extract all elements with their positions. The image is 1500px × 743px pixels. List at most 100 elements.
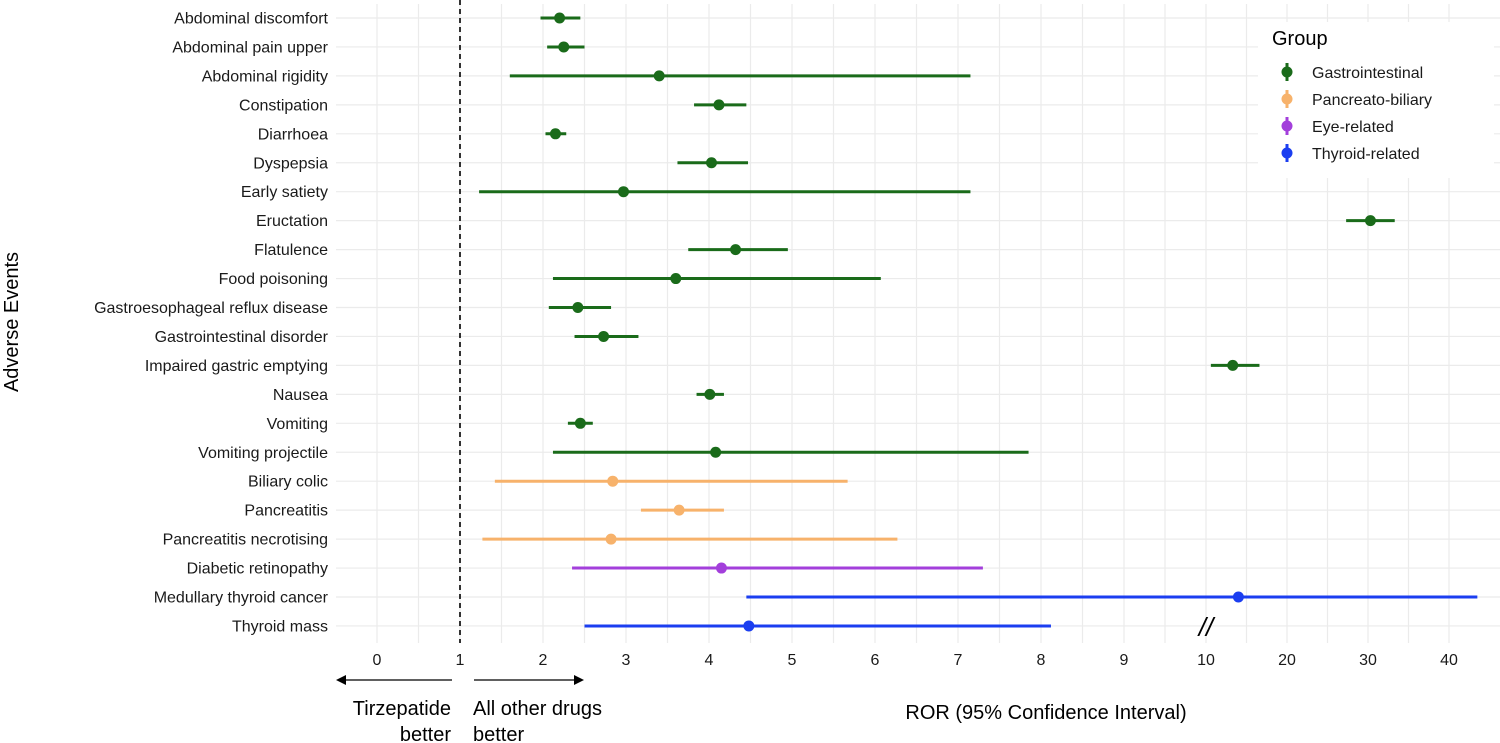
grid-lines [336, 4, 1500, 643]
ror-point [1232, 591, 1244, 603]
ror-point [653, 70, 665, 82]
ci-row [677, 157, 749, 169]
y-tick-label: Nausea [273, 387, 328, 404]
x-tick-label: 20 [1278, 652, 1296, 669]
ci-row [1210, 359, 1260, 371]
ror-point [572, 302, 584, 313]
ci-row [688, 244, 788, 256]
x-tick-label: 4 [705, 652, 714, 669]
y-tick-label: Gastroesophageal reflux disease [94, 300, 328, 317]
right-note-line2: better [473, 724, 524, 743]
x-tick-label: 8 [1037, 652, 1046, 669]
ror-point [607, 475, 619, 487]
ci-row [694, 99, 747, 111]
x-tick-label: 1 [456, 652, 465, 669]
ror-point [605, 533, 617, 545]
y-tick-labels: Abdominal discomfort Abdominal pain upper… [94, 11, 329, 636]
y-tick-label: Pancreatitis [244, 503, 328, 520]
legend-items: Gastrointestinal Pancreato-biliary Eye-rel… [1281, 63, 1432, 163]
ci-row [540, 12, 581, 24]
x-tick-label: 0 [373, 652, 382, 669]
ci-row [545, 128, 567, 140]
legend-key-point [1281, 120, 1293, 132]
legend-label: Gastrointestinal [1312, 65, 1423, 82]
left-arrow-head [336, 675, 346, 685]
ror-point [715, 562, 727, 574]
ci-row [746, 591, 1478, 603]
legend-item: Thyroid-related [1281, 144, 1420, 163]
x-tick-labels: 0 1 2 3 4 5 6 7 8 9 10 20 30 40 [373, 652, 1458, 669]
data-series [479, 12, 1478, 632]
x-axis-title: ROR (95% Confidence Interval) [905, 702, 1186, 724]
ror-point [730, 244, 742, 256]
ror-point [574, 417, 586, 429]
ror-point [558, 41, 570, 53]
y-axis-title: Adverse Events [1, 252, 23, 392]
x-tick-label: 40 [1440, 652, 1458, 669]
ci-row [547, 41, 585, 53]
ci-row [696, 388, 724, 400]
ror-point [673, 504, 685, 516]
x-tick-label: 6 [871, 652, 880, 669]
y-tick-label: Food poisoning [219, 271, 328, 288]
y-tick-label: Eructation [256, 213, 328, 230]
y-tick-label: Dyspepsia [253, 155, 328, 172]
y-tick-label: Biliary colic [248, 474, 328, 491]
ror-point [670, 273, 682, 285]
y-tick-label: Gastrointestinal disorder [155, 329, 329, 346]
left-note-line2: better [400, 724, 451, 743]
ror-point [1364, 215, 1376, 227]
x-tick-label: 7 [954, 652, 963, 669]
ci-row [567, 417, 593, 429]
legend-background [1258, 22, 1494, 178]
right-arrow-head [574, 675, 584, 685]
y-tick-label: Flatulence [254, 242, 328, 259]
y-tick-label: Impaired gastric emptying [145, 358, 328, 375]
y-tick-label: Abdominal rigidity [202, 68, 328, 85]
ci-row [574, 330, 639, 342]
y-tick-label: Vomiting projectile [198, 445, 328, 462]
ror-point [713, 99, 725, 111]
y-tick-label: Vomiting [267, 416, 328, 433]
ror-point [710, 446, 722, 458]
ci-row [1346, 215, 1395, 227]
legend-title: Group [1272, 28, 1328, 50]
y-tick-label: Medullary thyroid cancer [154, 590, 329, 607]
legend-item: Pancreato-biliary [1281, 90, 1432, 109]
ci-row [572, 562, 983, 574]
axis-break-mark: // [1197, 612, 1216, 642]
x-tick-label: 2 [539, 652, 548, 669]
y-tick-label: Thyroid mass [232, 618, 328, 635]
ror-point [618, 186, 630, 198]
y-tick-label: Diarrhoea [258, 126, 328, 143]
ror-point [743, 620, 755, 632]
x-tick-label: 5 [788, 652, 797, 669]
ror-point [704, 388, 716, 400]
ci-row [548, 302, 612, 313]
legend-key-point [1281, 66, 1293, 78]
ror-point [554, 12, 566, 24]
y-tick-label: Diabetic retinopathy [187, 561, 328, 578]
legend-item: Eye-related [1281, 117, 1394, 136]
x-tick-label: 30 [1359, 652, 1377, 669]
left-note-line1: Tirzepatide [353, 698, 451, 720]
y-tick-label: Early satiety [241, 184, 328, 201]
legend-label: Pancreato-biliary [1312, 92, 1432, 109]
ci-row [479, 186, 971, 198]
ci-row [552, 273, 881, 285]
ror-point [1227, 359, 1239, 371]
legend-label: Eye-related [1312, 119, 1394, 136]
ci-row [509, 70, 971, 82]
y-tick-label: Constipation [239, 97, 328, 114]
ror-point [705, 157, 717, 169]
ci-row [584, 620, 1051, 632]
y-tick-label: Abdominal discomfort [174, 11, 328, 28]
x-tick-label: 3 [622, 652, 631, 669]
ci-row [552, 446, 1029, 458]
legend-key-point [1281, 93, 1293, 105]
x-tick-label: 10 [1197, 652, 1215, 669]
ci-row [482, 533, 898, 545]
y-tick-label: Abdominal pain upper [172, 39, 328, 56]
legend-label: Thyroid-related [1312, 146, 1420, 163]
